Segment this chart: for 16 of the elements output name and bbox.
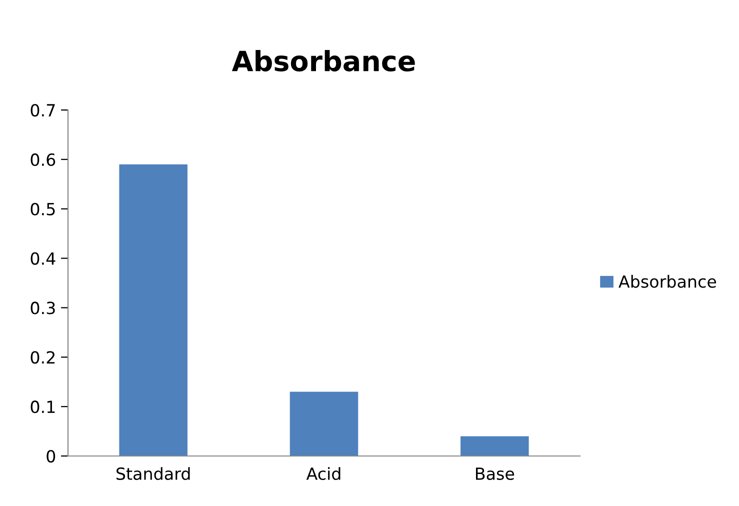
bar bbox=[460, 436, 529, 456]
y-tick-label: 0.3 bbox=[30, 302, 55, 314]
y-tick-label: 0.7 bbox=[30, 104, 55, 117]
y-tick-label: 0.5 bbox=[30, 202, 55, 216]
x-tick-label: Standard bbox=[116, 467, 190, 480]
y-tick-label: 0 bbox=[46, 450, 56, 463]
y-tick-label: 0.6 bbox=[30, 153, 56, 166]
bar bbox=[290, 392, 358, 456]
chart-title: Absorbance bbox=[232, 50, 415, 72]
bar bbox=[119, 164, 188, 456]
y-tick-label: 0.2 bbox=[30, 351, 55, 364]
x-tick-label: Acid bbox=[306, 467, 340, 480]
x-tick-label: Base bbox=[476, 468, 514, 480]
y-tick-label: 0.1 bbox=[30, 400, 55, 414]
y-tick-label: 0.4 bbox=[30, 252, 56, 265]
legend-label: Absorbance bbox=[618, 274, 716, 288]
